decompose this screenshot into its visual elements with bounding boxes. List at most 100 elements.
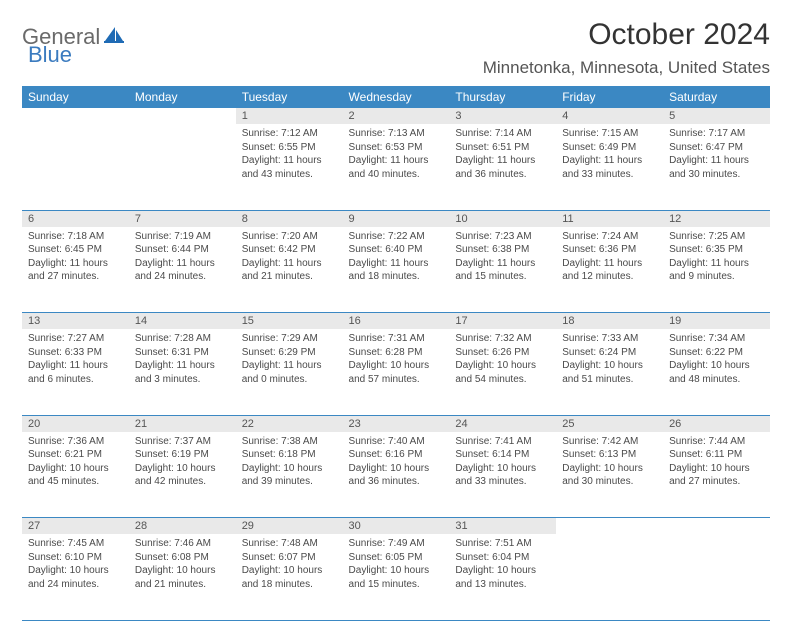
daylight-text: Daylight: 11 hours and 9 minutes. <box>669 257 764 284</box>
day-content-cell: Sunrise: 7:17 AMSunset: 6:47 PMDaylight:… <box>663 124 770 210</box>
daylight-text: Daylight: 10 hours and 39 minutes. <box>242 462 337 489</box>
daylight-text: Daylight: 11 hours and 33 minutes. <box>562 154 657 181</box>
daylight-text: Daylight: 11 hours and 12 minutes. <box>562 257 657 284</box>
day-content-row: Sunrise: 7:36 AMSunset: 6:21 PM Daylight:… <box>22 432 770 518</box>
title-block: October 2024 Minnetonka, Minnesota, Unit… <box>483 18 770 78</box>
day-number-cell <box>556 518 663 535</box>
month-title: October 2024 <box>483 18 770 52</box>
logo-text-blue-wrap: Blue <box>30 42 72 68</box>
day-detail: Sunrise: 7:31 AMSunset: 6:28 PMDaylight:… <box>343 329 450 392</box>
sunset-text: Sunset: 6:53 PM <box>349 141 444 155</box>
day-number-cell <box>22 108 129 124</box>
sunset-text: Sunset: 6:45 PM <box>28 243 123 257</box>
calendar-page: General October 2024 Minnetonka, Minneso… <box>0 0 792 639</box>
sunset-text: Sunset: 6:24 PM <box>562 346 657 360</box>
sunrise-text: Sunrise: 7:12 AM <box>242 127 337 141</box>
day-content-row: Sunrise: 7:18 AMSunset: 6:45 PMDaylight:… <box>22 227 770 313</box>
day-content-cell: Sunrise: 7:51 AMSunset: 6:04 PMDaylight:… <box>449 534 556 620</box>
day-content-cell: Sunrise: 7:44 AMSunset: 6:11 PMDaylight:… <box>663 432 770 518</box>
day-content-cell: Sunrise: 7:46 AMSunset: 6:08 PMDaylight:… <box>129 534 236 620</box>
weekday-header: Friday <box>556 86 663 108</box>
sunset-text: Sunset: 6:28 PM <box>349 346 444 360</box>
day-number-cell: 2 <box>343 108 450 124</box>
day-number-cell <box>129 108 236 124</box>
day-detail: Sunrise: 7:17 AMSunset: 6:47 PMDaylight:… <box>663 124 770 187</box>
day-content-cell: Sunrise: 7:15 AMSunset: 6:49 PMDaylight:… <box>556 124 663 210</box>
sunset-text: Sunset: 6:22 PM <box>669 346 764 360</box>
day-number-cell: 29 <box>236 518 343 535</box>
day-content-cell: Sunrise: 7:28 AMSunset: 6:31 PMDaylight:… <box>129 329 236 415</box>
day-number-cell: 3 <box>449 108 556 124</box>
sunrise-text: Sunrise: 7:19 AM <box>135 230 230 244</box>
day-content-cell: Sunrise: 7:18 AMSunset: 6:45 PMDaylight:… <box>22 227 129 313</box>
sunrise-text: Sunrise: 7:42 AM <box>562 435 657 449</box>
sunset-text: Sunset: 6:26 PM <box>455 346 550 360</box>
day-detail: Sunrise: 7:12 AMSunset: 6:55 PMDaylight:… <box>236 124 343 187</box>
daylight-text: Daylight: 11 hours and 24 minutes. <box>135 257 230 284</box>
sunrise-text: Sunrise: 7:29 AM <box>242 332 337 346</box>
sunrise-text: Sunrise: 7:46 AM <box>135 537 230 551</box>
day-detail: Sunrise: 7:14 AMSunset: 6:51 PMDaylight:… <box>449 124 556 187</box>
day-detail: Sunrise: 7:38 AMSunset: 6:18 PMDaylight:… <box>236 432 343 495</box>
sunset-text: Sunset: 6:04 PM <box>455 551 550 565</box>
day-number-cell: 26 <box>663 415 770 432</box>
sunset-text: Sunset: 6:21 PM <box>28 448 123 462</box>
day-number-cell: 5 <box>663 108 770 124</box>
day-number-cell: 7 <box>129 210 236 227</box>
daylight-text: Daylight: 11 hours and 6 minutes. <box>28 359 123 386</box>
day-detail: Sunrise: 7:41 AMSunset: 6:14 PMDaylight:… <box>449 432 556 495</box>
sunset-text: Sunset: 6:31 PM <box>135 346 230 360</box>
day-number-cell: 31 <box>449 518 556 535</box>
day-content-cell: Sunrise: 7:29 AMSunset: 6:29 PMDaylight:… <box>236 329 343 415</box>
day-content-cell <box>556 534 663 620</box>
day-content-cell: Sunrise: 7:32 AMSunset: 6:26 PMDaylight:… <box>449 329 556 415</box>
sunrise-text: Sunrise: 7:49 AM <box>349 537 444 551</box>
weekday-header: Wednesday <box>343 86 450 108</box>
sunset-text: Sunset: 6:44 PM <box>135 243 230 257</box>
sunrise-text: Sunrise: 7:20 AM <box>242 230 337 244</box>
day-content-cell: Sunrise: 7:40 AMSunset: 6:16 PMDaylight:… <box>343 432 450 518</box>
day-number-cell: 17 <box>449 313 556 330</box>
day-number-row: 13141516171819 <box>22 313 770 330</box>
daylight-text: Daylight: 10 hours and 21 minutes. <box>135 564 230 591</box>
day-content-row: Sunrise: 7:45 AMSunset: 6:10 PMDaylight:… <box>22 534 770 620</box>
sunset-text: Sunset: 6:51 PM <box>455 141 550 155</box>
day-detail: Sunrise: 7:23 AMSunset: 6:38 PMDaylight:… <box>449 227 556 290</box>
day-detail: Sunrise: 7:28 AMSunset: 6:31 PMDaylight:… <box>129 329 236 392</box>
day-number-row: 2728293031 <box>22 518 770 535</box>
sunset-text: Sunset: 6:38 PM <box>455 243 550 257</box>
day-number-cell: 19 <box>663 313 770 330</box>
weekday-header: Saturday <box>663 86 770 108</box>
daylight-text: Daylight: 11 hours and 40 minutes. <box>349 154 444 181</box>
sunrise-text: Sunrise: 7:36 AM <box>28 435 123 449</box>
day-detail: Sunrise: 7:42 AMSunset: 6:13 PMDaylight:… <box>556 432 663 495</box>
day-number-cell: 6 <box>22 210 129 227</box>
day-number-cell: 28 <box>129 518 236 535</box>
sunrise-text: Sunrise: 7:51 AM <box>455 537 550 551</box>
day-detail: Sunrise: 7:13 AMSunset: 6:53 PMDaylight:… <box>343 124 450 187</box>
sunrise-text: Sunrise: 7:38 AM <box>242 435 337 449</box>
day-number-cell: 14 <box>129 313 236 330</box>
day-detail: Sunrise: 7:51 AMSunset: 6:04 PMDaylight:… <box>449 534 556 597</box>
daylight-text: Daylight: 11 hours and 18 minutes. <box>349 257 444 284</box>
day-content-cell: Sunrise: 7:12 AMSunset: 6:55 PMDaylight:… <box>236 124 343 210</box>
sunrise-text: Sunrise: 7:22 AM <box>349 230 444 244</box>
day-content-cell: Sunrise: 7:24 AMSunset: 6:36 PMDaylight:… <box>556 227 663 313</box>
day-number-cell: 1 <box>236 108 343 124</box>
day-content-row: Sunrise: 7:27 AMSunset: 6:33 PMDaylight:… <box>22 329 770 415</box>
sunset-text: Sunset: 6:36 PM <box>562 243 657 257</box>
sunset-text: Sunset: 6:16 PM <box>349 448 444 462</box>
sunset-text: Sunset: 6:10 PM <box>28 551 123 565</box>
day-number-cell: 25 <box>556 415 663 432</box>
day-content-cell: Sunrise: 7:34 AMSunset: 6:22 PMDaylight:… <box>663 329 770 415</box>
sunrise-text: Sunrise: 7:48 AM <box>242 537 337 551</box>
sunset-text: Sunset: 6:14 PM <box>455 448 550 462</box>
daylight-text: Daylight: 11 hours and 15 minutes. <box>455 257 550 284</box>
calendar-body: 12345Sunrise: 7:12 AMSunset: 6:55 PMDayl… <box>22 108 770 620</box>
day-content-cell <box>22 124 129 210</box>
calendar-header-row: SundayMondayTuesdayWednesdayThursdayFrid… <box>22 86 770 108</box>
daylight-text: Daylight: 10 hours and 18 minutes. <box>242 564 337 591</box>
sunset-text: Sunset: 6:55 PM <box>242 141 337 155</box>
sunset-text: Sunset: 6:07 PM <box>242 551 337 565</box>
day-detail: Sunrise: 7:49 AMSunset: 6:05 PMDaylight:… <box>343 534 450 597</box>
